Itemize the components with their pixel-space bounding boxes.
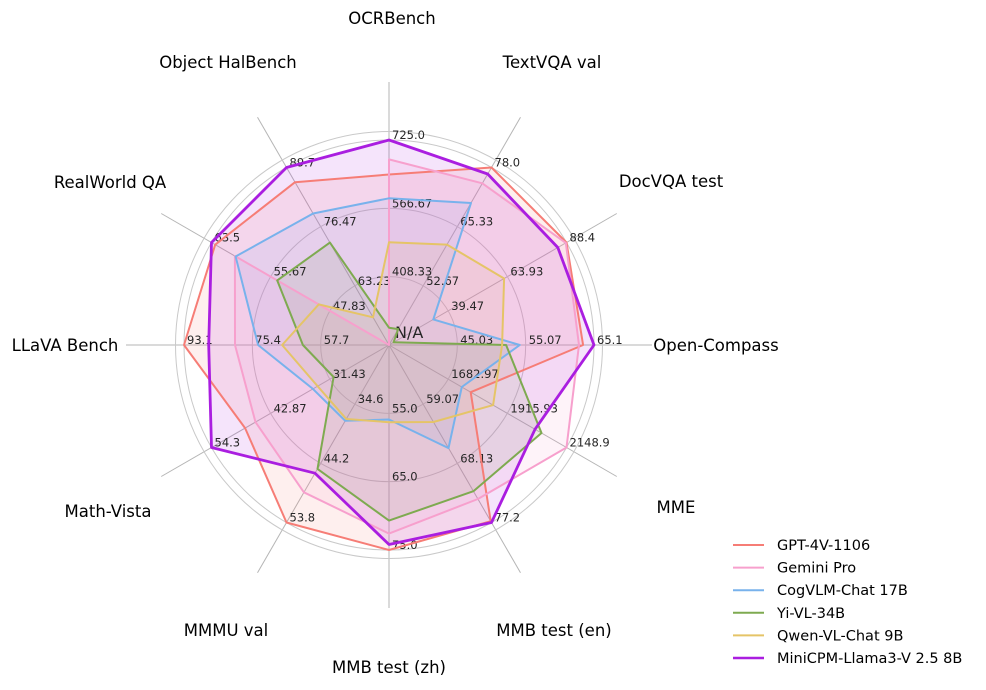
tick-label-math-vista-2: 31.43 — [333, 367, 366, 381]
series-fill-gpt-4v-1106 — [184, 167, 584, 550]
tick-label-textvqa-val-1: 65.33 — [460, 215, 493, 229]
axis-label-open-compass: Open-Compass — [653, 336, 779, 355]
tick-label-mme-0: 2148.9 — [570, 436, 610, 450]
legend-label-cogvlm-chat-17b: CogVLM-Chat 17B — [777, 583, 908, 599]
axis-label-ocrbench: OCRBench — [348, 9, 435, 28]
tick-label-docvqa-test-0: 88.4 — [570, 231, 596, 245]
series-line-cogvlm-chat-17b — [234, 197, 521, 450]
tick-label-textvqa-val-0: 78.0 — [495, 156, 521, 170]
tick-label-math-vista-0: 54.3 — [215, 436, 241, 450]
legend-item-gpt-4v-1106: GPT-4V-1106 — [733, 538, 870, 554]
legend-label-gpt-4v-1106: GPT-4V-1106 — [777, 538, 870, 554]
series-fill-cogvlm-chat-17b — [235, 198, 520, 449]
tick-label-open-compass-0: 65.1 — [597, 333, 623, 347]
axis-label-object-halbench: Object HalBench — [159, 53, 297, 72]
tick-label-mme-2: 1682.97 — [451, 367, 499, 381]
tick-label-llava-bench-0: 93.1 — [187, 333, 213, 347]
tick-label-object-halbench-1: 76.47 — [324, 215, 357, 229]
axis-label-mme: MME — [657, 498, 696, 517]
axis-label-math-vista: Math-Vista — [65, 502, 152, 521]
axis-labels: OCRBench TextVQA val DocVQA test Open-Compa… — [12, 9, 779, 677]
axis-label-docvqa-test: DocVQA test — [619, 172, 724, 191]
legend-label-gemini-pro: Gemini Pro — [777, 561, 856, 577]
tick-label-mmb-test-zh-2: 55.0 — [392, 401, 418, 415]
axis-label-mmb-test-zh: MMB test (zh) — [332, 658, 446, 677]
outer-boundary-ring — [175, 131, 603, 559]
series-lines — [183, 138, 596, 551]
series-line-qwen-vl-chat-9b — [281, 241, 506, 424]
tick-label-ocrbench-0: 725.0 — [392, 128, 425, 142]
axis-spoke-math-vista — [160, 344, 390, 477]
legend-label-minicpm-llama3-v-2-5-8b: MiniCPM-Llama3-V 2.5 8B — [777, 651, 962, 667]
tick-label-ocrbench-2: 408.33 — [392, 265, 432, 279]
tick-label-object-halbench-2: 63.23 — [358, 274, 391, 288]
legend-item-qwen-vl-chat-9b: Qwen-VL-Chat 9B — [733, 628, 903, 644]
axis-label-llava-bench: LLaVA Bench — [12, 336, 119, 355]
tick-label-mmb-test-en-1: 68.13 — [460, 451, 493, 465]
series-fill-yi-vl-34b — [277, 242, 542, 521]
tick-label-open-compass-1: 55.07 — [529, 333, 562, 347]
tick-label-llava-bench-2: 57.7 — [324, 333, 350, 347]
tick-label-mmb-test-en-2: 59.07 — [426, 392, 459, 406]
series-line-minicpm-llama3-v-2-5-8b — [207, 138, 596, 546]
legend-item-cogvlm-chat-17b: CogVLM-Chat 17B — [733, 583, 908, 599]
tick-label-mmmu-val-1: 44.2 — [324, 451, 350, 465]
tick-label-textvqa-val-2: 52.67 — [426, 274, 459, 288]
axis-label-mmmu-val: MMMU val — [184, 621, 269, 640]
axis-spoke-textvqa-val — [388, 116, 521, 346]
tick-label-mmmu-val-2: 34.6 — [358, 392, 384, 406]
legend-label-yi-vl-34b: Yi-VL-34B — [776, 606, 845, 622]
legend-item-minicpm-llama3-v-2-5-8b: MiniCPM-Llama3-V 2.5 8B — [733, 651, 962, 667]
tick-label-mmb-test-zh-1: 65.0 — [392, 470, 418, 484]
center-na-label: N/A — [395, 323, 423, 342]
legend-label-qwen-vl-chat-9b: Qwen-VL-Chat 9B — [777, 628, 903, 644]
axis-label-realworld-qa: RealWorld QA — [54, 173, 167, 192]
axis-label-textvqa-val: TextVQA val — [502, 53, 602, 72]
axis-label-mmb-test-en: MMB test (en) — [496, 621, 611, 640]
series-fill-qwen-vl-chat-9b — [282, 242, 505, 423]
axis-spoke-mmb-test-en — [388, 344, 521, 574]
tick-label-docvqa-test-1: 63.93 — [510, 265, 543, 279]
axis-spoke-object-halbench — [257, 116, 390, 346]
tick-label-docvqa-test-2: 39.47 — [451, 299, 484, 313]
tick-label-llava-bench-1: 75.4 — [255, 333, 281, 347]
axis-spoke-docvqa-test — [388, 213, 618, 346]
tick-label-mmb-test-en-0: 77.2 — [495, 511, 521, 525]
series-line-yi-vl-34b — [276, 241, 543, 522]
axis-spoke-mmmu-val — [257, 344, 390, 574]
legend: GPT-4V-1106 Gemini Pro CogVLM-Chat 17B Yi-V… — [733, 538, 962, 667]
series-fill-gemini-pro — [234, 159, 579, 534]
tick-label-mmmu-val-0: 53.8 — [290, 511, 316, 525]
legend-item-yi-vl-34b: Yi-VL-34B — [733, 606, 845, 622]
tick-label-math-vista-1: 42.87 — [274, 401, 307, 415]
axis-spoke-mme — [388, 344, 618, 477]
legend-item-gemini-pro: Gemini Pro — [733, 561, 856, 577]
